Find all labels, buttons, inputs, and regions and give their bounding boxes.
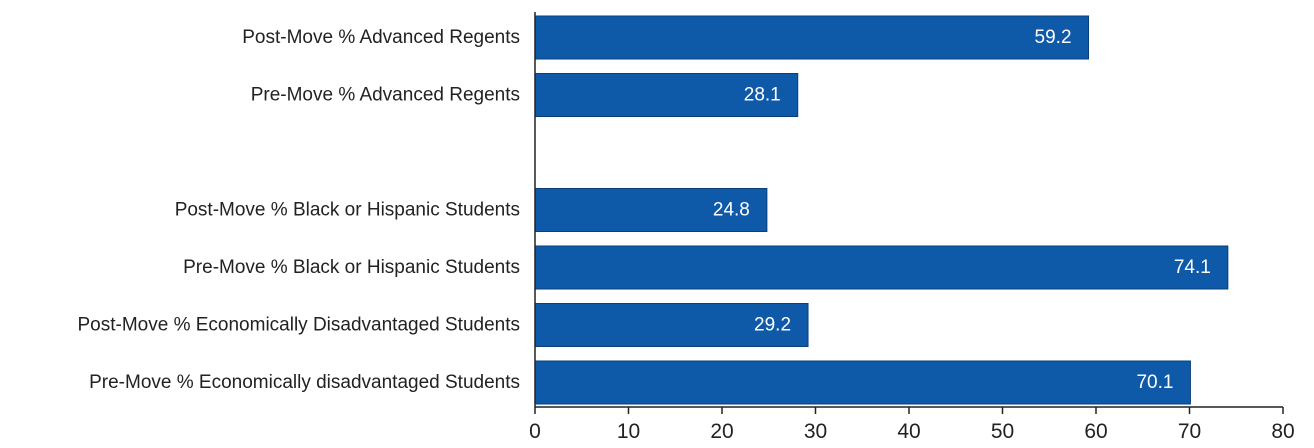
value-label-post-move-pct-economically-disadvantaged-students: 29.2 xyxy=(754,315,791,336)
bar-pre-move-pct-black-or-hispanic-students xyxy=(534,245,1229,290)
x-tick-label-70: 70 xyxy=(1178,420,1201,443)
value-label-pre-move-pct-economically-disadvantaged-students: 70.1 xyxy=(1136,372,1173,393)
value-label-pre-move-pct-advanced-regents: 28.1 xyxy=(744,85,781,106)
x-tick-label-30: 30 xyxy=(804,420,827,443)
category-label-post-move-pct-advanced-regents: Post-Move % Advanced Regents xyxy=(242,27,520,48)
category-label-pre-move-pct-economically-disadvantaged-students: Pre-Move % Economically disadvantaged St… xyxy=(89,372,520,393)
category-labels-group: Post-Move % Advanced Regents Pre-Move % A… xyxy=(77,27,520,393)
bar-post-move-pct-advanced-regents xyxy=(534,15,1090,60)
category-label-post-move-pct-economically-disadvantaged-students: Post-Move % Economically Disadvantaged S… xyxy=(77,315,520,336)
x-tick-label-50: 50 xyxy=(991,420,1014,443)
value-labels-group: 59.2 28.1 24.8 74.1 29.2 70.1 xyxy=(713,27,1211,393)
bar-post-move-pct-black-or-hispanic-students xyxy=(534,188,768,232)
x-tick-label-0: 0 xyxy=(529,420,541,443)
value-label-pre-move-pct-black-or-hispanic-students: 74.1 xyxy=(1174,257,1211,278)
x-tick-label-80: 80 xyxy=(1271,420,1294,443)
x-tick-label-40: 40 xyxy=(897,420,920,443)
value-label-post-move-pct-black-or-hispanic-students: 24.8 xyxy=(713,200,750,221)
x-ticks-group: 0 10 20 30 40 50 60 70 80 xyxy=(529,407,1295,443)
category-label-post-move-pct-black-or-hispanic-students: Post-Move % Black or Hispanic Students xyxy=(175,200,520,221)
x-tick-label-60: 60 xyxy=(1084,420,1107,443)
bar-pre-move-pct-economically-disadvantaged-students xyxy=(534,360,1191,405)
x-tick-label-10: 10 xyxy=(617,420,640,443)
bar-pre-move-pct-advanced-regents xyxy=(534,73,799,117)
bars-group xyxy=(534,15,1229,405)
category-label-pre-move-pct-advanced-regents: Pre-Move % Advanced Regents xyxy=(251,85,520,106)
bar-post-move-pct-economically-disadvantaged-students xyxy=(534,303,809,347)
value-label-post-move-pct-advanced-regents: 59.2 xyxy=(1035,27,1072,48)
x-tick-label-20: 20 xyxy=(710,420,733,443)
category-label-pre-move-pct-black-or-hispanic-students: Pre-Move % Black or Hispanic Students xyxy=(183,257,520,278)
